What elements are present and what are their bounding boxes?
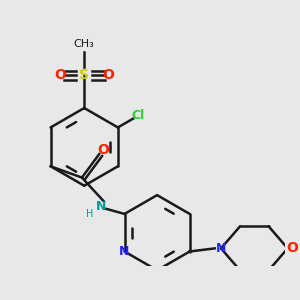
Text: O: O [97,143,109,157]
Text: S: S [79,68,89,83]
Text: N: N [216,242,226,255]
Text: N: N [95,200,106,213]
Text: N: N [119,245,130,258]
Text: O: O [287,242,298,255]
Text: O: O [55,68,66,83]
Text: CH₃: CH₃ [74,39,94,49]
Text: O: O [102,68,114,83]
Text: Cl: Cl [132,109,145,122]
Text: H: H [86,209,94,219]
